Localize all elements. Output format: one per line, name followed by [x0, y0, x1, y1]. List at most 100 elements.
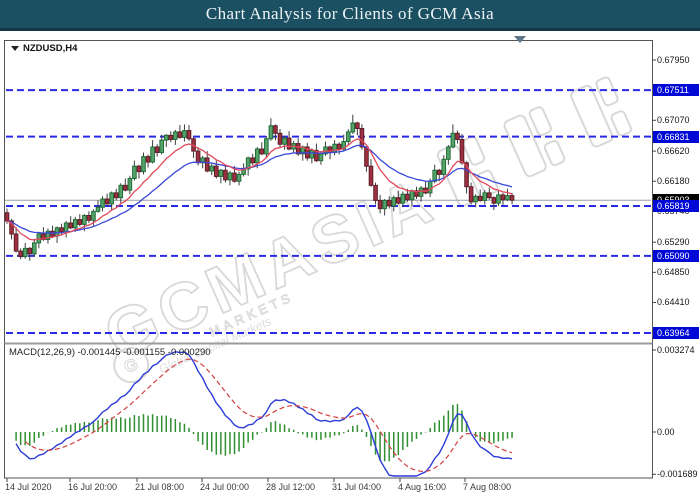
candlestick: [295, 143, 301, 155]
candlestick: [509, 195, 515, 201]
candlestick: [355, 122, 360, 129]
candlestick: [204, 157, 210, 172]
candlestick: [177, 131, 183, 138]
candlestick: [455, 132, 460, 140]
candlestick: [505, 195, 510, 201]
candlestick: [368, 165, 374, 186]
macd-signal-line: [24, 358, 513, 472]
level-price-tag: 0.66831: [653, 130, 699, 143]
candlestick: [414, 190, 419, 197]
candlestick: [405, 193, 410, 201]
candlestick: [359, 127, 365, 148]
candlestick: [82, 214, 87, 225]
candlestick: [432, 169, 437, 182]
level-price-tag: 0.65090: [653, 249, 699, 262]
candlestick: [446, 146, 451, 160]
candlestick: [468, 186, 474, 203]
candlestick: [341, 141, 346, 150]
candlestick: [477, 195, 483, 201]
candlestick: [113, 192, 119, 199]
macd-tick-label: 0.00: [657, 427, 675, 437]
time-tick-label: 24 Jul 00:00: [200, 482, 250, 492]
candlestick: [91, 210, 96, 221]
candlestick: [277, 132, 283, 145]
candlestick: [159, 139, 164, 153]
candlestick: [487, 192, 492, 199]
candlestick: [22, 247, 28, 258]
candlestick: [491, 197, 497, 204]
candlestick: [232, 172, 237, 182]
candlestick: [195, 150, 201, 164]
candlestick: [209, 165, 215, 172]
title-bar: Chart Analysis for Clients of GCM Asia: [0, 0, 700, 31]
candlestick: [441, 158, 447, 175]
candlestick: [286, 137, 292, 150]
candlestick: [482, 192, 488, 201]
time-tick-label: 28 Jul 12:00: [266, 482, 316, 492]
candlestick: [27, 247, 33, 255]
candlestick: [4, 212, 10, 222]
candlestick: [336, 143, 342, 150]
candlestick: [95, 206, 101, 212]
candlestick: [200, 157, 205, 164]
candlestick: [268, 125, 274, 140]
candlestick: [250, 157, 255, 164]
candlestick: [72, 219, 78, 229]
candlestick: [218, 169, 224, 177]
watermark-text: GCMASIA: [94, 161, 447, 372]
candlestick: [227, 172, 233, 181]
candlestick: [68, 222, 74, 229]
candlestick: [9, 220, 14, 235]
time-tick-label: 7 Aug 08:00: [463, 482, 512, 492]
candlestick: [264, 138, 269, 155]
ma-fast-line: [6, 138, 513, 241]
candlestick: [168, 134, 174, 140]
candlestick: [13, 233, 19, 252]
candlestick: [145, 156, 151, 163]
price-tick-label: 0.66620: [657, 146, 690, 157]
candlestick: [459, 138, 465, 164]
candlestick: [63, 222, 69, 233]
time-tick-label: 16 Jul 20:00: [68, 482, 118, 492]
level-price-tag: 0.67511: [653, 84, 699, 97]
candlestick: [104, 198, 110, 205]
macd-indicator-label: MACD(12,26,9) -0.001445 -0.001155 -0.000…: [9, 347, 211, 358]
time-tick-label: 14 Jul 2020: [5, 482, 52, 492]
candlestick: [436, 169, 442, 175]
symbol-label-text: NZDUSD,H4: [23, 43, 78, 54]
price-tick-label: 0.66180: [657, 176, 690, 187]
candlestick: [86, 214, 92, 221]
candlestick: [100, 198, 105, 208]
watermark-glyphs: [436, 76, 633, 207]
watermark: GCMASIA MARKETS G Global Capital Markets: [93, 76, 633, 384]
candlestick: [396, 197, 401, 204]
candlestick: [109, 192, 114, 205]
candlestick: [309, 149, 315, 159]
candlestick: [259, 148, 265, 155]
candlestick: [163, 134, 169, 141]
candlestick: [400, 193, 406, 204]
candlestick: [386, 199, 392, 207]
candlestick: [391, 197, 397, 207]
candlestick: [254, 148, 260, 164]
candlestick: [32, 242, 37, 255]
down-arrow-marker[interactable]: [514, 36, 526, 43]
macd-line: [15, 351, 513, 477]
candlestick: [450, 132, 456, 148]
symbol-timeframe-label: NZDUSD,H4: [11, 42, 77, 55]
price-tick-label: 0.64410: [657, 297, 690, 308]
chevron-down-icon[interactable]: [11, 46, 19, 55]
macd-tick-label: 0.003274: [657, 345, 695, 355]
candlestick: [245, 157, 251, 170]
time-tick-label: 31 Jul 04:00: [332, 482, 382, 492]
price-tick-label: 0.67950: [657, 55, 690, 65]
candlestick: [273, 125, 278, 134]
candlestick: [409, 190, 415, 201]
candlestick: [223, 169, 228, 181]
plot-border: [4, 40, 653, 479]
time-tick-label: 21 Jul 08:00: [135, 482, 185, 492]
candlestick: [382, 199, 387, 210]
level-price-tag: 0.63964: [653, 327, 699, 339]
